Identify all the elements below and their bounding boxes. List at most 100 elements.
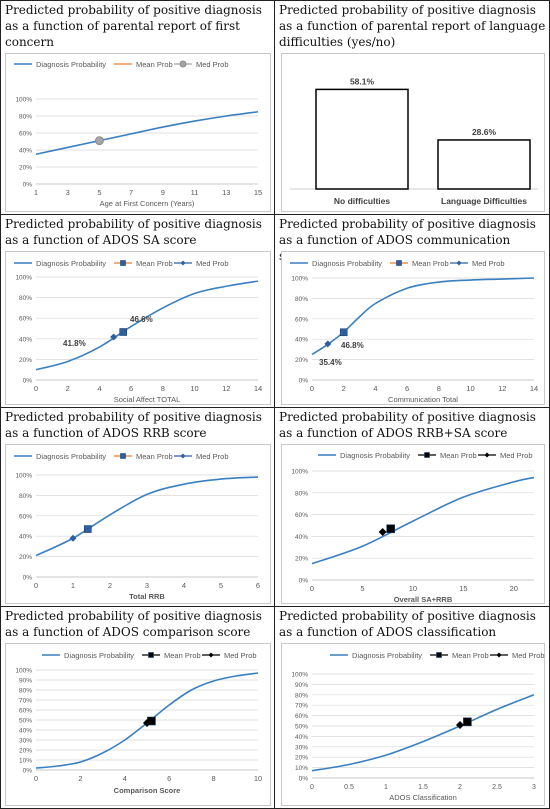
- series-line-diagnosis-probability: [311, 277, 535, 356]
- x-axis-label: Overall SA+RRB: [394, 595, 453, 604]
- legend-marker-swatch: [424, 452, 430, 458]
- x-tick-label: 2: [66, 384, 70, 393]
- bar: [315, 88, 409, 190]
- x-tick-label: 0.5: [344, 784, 354, 791]
- panel-4: Predicted probability of positive diagno…: [274, 214, 550, 408]
- x-tick-label: 6: [129, 384, 133, 393]
- x-tick-label: 0: [34, 384, 38, 393]
- x-tick-label: 5: [97, 188, 101, 197]
- series-line-diagnosis-probability: [311, 476, 535, 565]
- series-line-diagnosis-probability: [35, 280, 259, 371]
- panel-8: Predicted probability of positive diagno…: [274, 606, 550, 809]
- y-tick-label: 80%: [295, 490, 308, 497]
- x-tick-label: 4: [123, 774, 127, 783]
- y-tick-label: 100%: [291, 276, 308, 283]
- y-tick-label: 20%: [295, 357, 308, 364]
- legend-marker-swatch: [484, 452, 490, 458]
- y-tick-label: 70%: [295, 703, 308, 710]
- x-tick-label: 4: [97, 384, 101, 393]
- x-tick-label: 0: [310, 384, 314, 393]
- y-tick-label: 60%: [19, 513, 32, 520]
- bar: [437, 139, 531, 190]
- y-tick-label: 0%: [23, 182, 33, 189]
- x-tick-label: 7: [129, 188, 133, 197]
- x-tick-label: 13: [222, 188, 230, 197]
- x-tick-label: 0: [310, 584, 314, 593]
- legend-label: Diagnosis Probability: [340, 451, 410, 460]
- legend-label: Med Prob: [196, 259, 229, 268]
- y-tick-label: 60%: [295, 713, 308, 720]
- x-axis-label: Social Affect TOTAL: [114, 395, 181, 404]
- x-tick-label: 11: [191, 188, 199, 197]
- x-axis-label: ADOS Classification: [389, 793, 457, 802]
- x-tick-label: 1: [34, 188, 38, 197]
- legend-label: Mean Prob: [164, 651, 201, 660]
- y-tick-label: 60%: [19, 131, 32, 138]
- series-line-diagnosis-probability: [311, 694, 535, 772]
- panel-caption: Predicted probability of positive diagno…: [279, 609, 536, 639]
- legend-label: Diagnosis Probability: [36, 259, 106, 268]
- legend-label: Mean Prob: [412, 259, 449, 268]
- chart-area: Diagnosis Probability Mean Prob Med Prob 0%…: [281, 251, 545, 405]
- x-tick-label: 10: [409, 584, 417, 593]
- med-prob-marker: [378, 528, 387, 537]
- x-tick-label: 10: [466, 384, 474, 393]
- legend-marker-swatch: [208, 652, 214, 658]
- y-tick-label: 90%: [295, 682, 308, 689]
- data-label: 58.1%: [350, 76, 375, 86]
- chart-area: Diagnosis Probability Mean Prob Med Prob 0%…: [281, 643, 545, 806]
- y-tick-label: 100%: [15, 473, 32, 480]
- x-tick-label: 10: [190, 384, 198, 393]
- data-label: 41.8%: [63, 339, 86, 348]
- chart-svg: 58.1% No difficulties 28.6% Language Diffic…: [290, 76, 538, 206]
- y-tick-label: 0%: [23, 575, 33, 582]
- legend-marker-swatch: [179, 60, 187, 68]
- mean-prob-marker: [463, 717, 472, 727]
- x-tick-label: 6: [405, 384, 409, 393]
- y-tick-label: 40%: [19, 728, 32, 735]
- panel-caption: Predicted probability of positive diagno…: [5, 609, 262, 639]
- x-tick-label: 12: [222, 384, 230, 393]
- x-tick-label: 20: [510, 584, 518, 593]
- mean-prob-marker: [339, 328, 348, 337]
- y-tick-label: 80%: [19, 493, 32, 500]
- legend-marker-swatch: [120, 260, 126, 266]
- y-tick-label: 30%: [19, 738, 32, 745]
- legend-marker-swatch: [180, 260, 186, 266]
- y-tick-label: 10%: [19, 758, 32, 765]
- med-prob-marker: [324, 340, 332, 348]
- panel-caption: Predicted probability of positive diagno…: [279, 410, 536, 440]
- y-tick-label: 100%: [291, 469, 308, 476]
- y-tick-label: 60%: [295, 512, 308, 519]
- y-tick-label: 100%: [15, 668, 32, 675]
- chart-svg: Diagnosis Probability Mean Prob Med Prob 0%…: [14, 259, 262, 404]
- y-tick-label: 80%: [19, 114, 32, 121]
- legend-label: Med Prob: [196, 452, 229, 461]
- mean-prob-marker: [386, 524, 396, 534]
- legend-label: Med Prob: [196, 60, 229, 69]
- med-prob-marker: [456, 720, 464, 729]
- x-tick-label: 0: [34, 774, 38, 783]
- y-tick-label: 40%: [19, 148, 32, 155]
- series-line-diagnosis-probability: [35, 476, 259, 557]
- med-prob-marker: [69, 534, 77, 542]
- y-tick-label: 80%: [295, 692, 308, 699]
- legend-label: Med Prob: [472, 259, 505, 268]
- legend-label: Mean Prob: [440, 451, 477, 460]
- y-tick-label: 10%: [295, 765, 308, 772]
- x-tick-label: 5: [360, 584, 364, 593]
- legend-marker-swatch: [180, 453, 186, 459]
- x-tick-label: 4: [182, 581, 186, 590]
- x-tick-label: 14: [254, 384, 262, 393]
- legend-label: Diagnosis Probability: [36, 60, 106, 69]
- y-tick-label: 60%: [19, 708, 32, 715]
- data-label: 35.4%: [319, 358, 342, 367]
- x-tick-label: 5: [219, 581, 223, 590]
- x-tick-label: 1.5: [418, 784, 428, 791]
- x-tick-label: 10: [254, 774, 262, 783]
- y-tick-label: 40%: [295, 534, 308, 541]
- panel-2: Predicted probability of positive diagno…: [274, 0, 550, 215]
- panel-5: Predicted probability of positive diagno…: [0, 407, 275, 607]
- y-tick-label: 90%: [19, 678, 32, 685]
